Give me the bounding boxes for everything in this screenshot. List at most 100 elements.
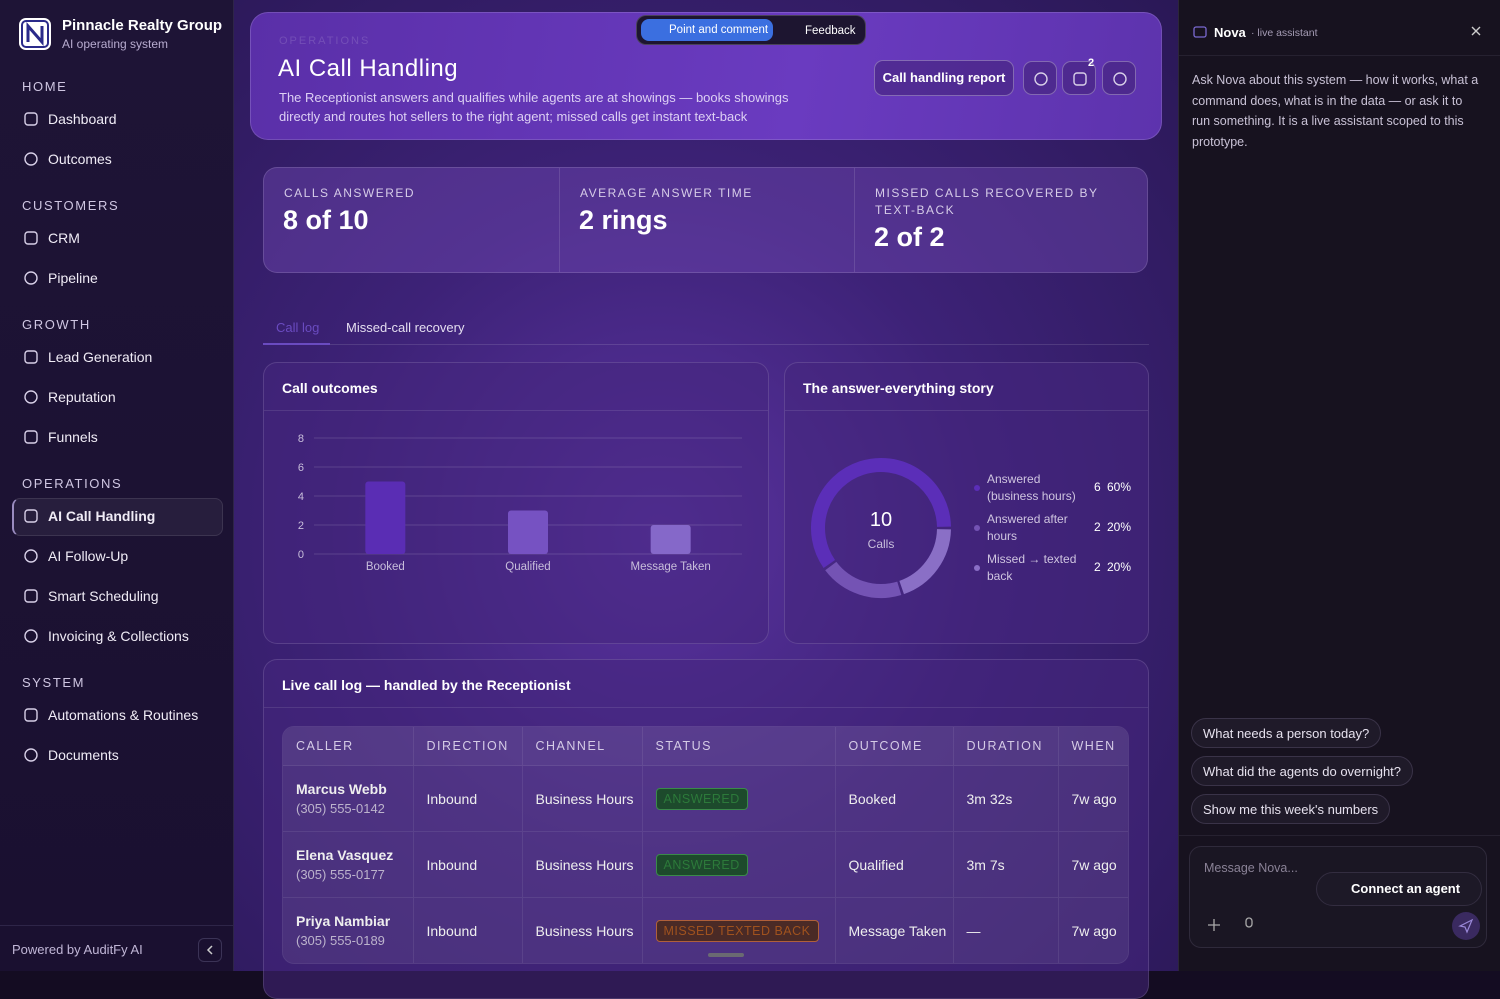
suggestion-chip[interactable]: What did the agents do overnight? [1191, 756, 1414, 786]
nav-item[interactable]: AI Call Handling [48, 508, 156, 524]
chevron [206, 945, 213, 955]
sidebar: Pinnacle Realty Group AI operating system… [0, 0, 234, 971]
notifications-button[interactable] [1062, 61, 1096, 95]
table-cell: Business Hours [521, 831, 642, 898]
add-button[interactable] [1208, 919, 1220, 931]
status-badge: ANSWERED [655, 787, 748, 810]
nav-active-bg [12, 498, 223, 536]
x-tick-label: Message Taken [630, 561, 710, 573]
nav-item[interactable]: Reputation [48, 389, 116, 405]
assistant-subtitle: · live assistant [1251, 27, 1318, 39]
nav-item[interactable]: Documents [48, 747, 119, 763]
kpi-card: AVERAGE ANSWER TIME 2 rings [559, 168, 854, 272]
suggestion-chip[interactable]: What needs a person today? [1191, 718, 1382, 748]
tabs-divider [263, 344, 1149, 345]
header-card: OPERATIONS AI Call Handling The Receptioni… [250, 12, 1162, 140]
nav-item[interactable]: Funnels [48, 429, 98, 445]
icon [24, 350, 38, 364]
logo [19, 18, 51, 50]
table-wrap: CALLER DIRECTION CHANNEL STATUS OUTCOME DURAT… [282, 726, 1129, 964]
caller-phone: (305) 555-0189 [296, 933, 385, 948]
icon [24, 390, 38, 404]
legend-swatch [974, 565, 980, 571]
report-button[interactable]: Call handling report [874, 60, 1014, 96]
nav-item[interactable]: Lead Generation [48, 349, 153, 365]
collapse-button[interactable] [198, 938, 222, 962]
nav-item[interactable]: CRM [48, 230, 80, 246]
theme-button[interactable] [1023, 61, 1057, 95]
icon [1458, 918, 1474, 934]
nav-item[interactable]: Pipeline [48, 270, 98, 286]
icon [1113, 72, 1127, 86]
panel-divider [1179, 835, 1500, 836]
donut-total: 10 [870, 509, 892, 531]
kpi-value: 2 of 2 [874, 222, 945, 252]
table-cell: Business Hours [521, 897, 642, 963]
column-header: DIRECTION [412, 727, 522, 766]
nav-item[interactable]: Automations & Routines [48, 707, 199, 723]
settings-button[interactable] [1102, 61, 1136, 95]
legend-count: 6 [1094, 480, 1101, 494]
bar [650, 525, 691, 554]
card-divider [785, 410, 1148, 411]
table-head: CALLER DIRECTION CHANNEL STATUS OUTCOME DURAT… [283, 727, 1128, 766]
call-row[interactable]: Priya Nambiar (305) 555-0189 Inbound Busine… [283, 897, 1128, 963]
column-header: CHANNEL [521, 727, 642, 766]
table-cell: Inbound [412, 831, 522, 898]
annotation-toolbar: Point and comment Feedback [636, 15, 866, 45]
call-row[interactable]: Elena Vasquez (305) 555-0177 Inbound Busine… [283, 831, 1128, 898]
notification-badge: 2 [1088, 57, 1095, 69]
scroll-handle [708, 953, 744, 957]
icon [1034, 72, 1048, 86]
legend-count: 2 [1094, 560, 1101, 574]
nav-section-label: SYSTEM [22, 675, 86, 690]
icon [24, 112, 38, 126]
table-body: Marcus Webb (305) 555-0142 Inbound Business… [283, 765, 1128, 963]
table-cell: MISSED TEXTED BACK [641, 897, 835, 963]
legend-count: 2 [1094, 520, 1101, 534]
call-table: CALLER DIRECTION CHANNEL STATUS OUTCOME DURAT… [283, 727, 1128, 963]
nav-section-label: GROWTH [22, 317, 91, 332]
mic-button[interactable] [1244, 917, 1254, 932]
nav-item[interactable]: Outcomes [48, 151, 112, 167]
active-tab-underline [263, 343, 330, 345]
card-divider [264, 410, 768, 411]
legend-percent: 20% [1106, 520, 1131, 534]
connect-agent-chip[interactable]: Connect an agent [1316, 872, 1482, 906]
legend-label: Missed → texted back [987, 552, 1077, 583]
x-tick-label: Booked [366, 561, 405, 573]
close-x [1471, 26, 1481, 36]
assistant-panel: Nova · live assistant Ask Nova about this … [1178, 0, 1500, 971]
bar-chart: 0 2 4 6 8 Booked Qualified Message Taken [298, 433, 742, 573]
nav-item[interactable]: Smart Scheduling [48, 588, 159, 604]
page-title: AI Call Handling [278, 55, 459, 82]
call-log-card: Live call log — handled by the Reception… [263, 659, 1149, 999]
icon [1073, 72, 1087, 86]
point-and-comment-button[interactable]: Point and comment [641, 19, 773, 41]
feedback-button[interactable]: Feedback [805, 25, 856, 37]
suggestion-chip[interactable]: Show me this week's numbers [1191, 794, 1391, 824]
tab[interactable]: Call log [276, 320, 320, 335]
icon-shape [1113, 72, 1127, 86]
icon-shape [24, 271, 38, 285]
eyebrow: OPERATIONS [279, 35, 371, 47]
icon [206, 945, 213, 955]
close-button[interactable] [1469, 24, 1483, 38]
nav-item[interactable]: Dashboard [48, 111, 117, 127]
kpi-label: AVERAGE ANSWER TIME [580, 186, 753, 200]
message-input[interactable]: Message Nova... Connect an agent [1189, 846, 1487, 948]
icon-shape [24, 629, 38, 643]
caller-name: Priya Nambiar [296, 913, 391, 929]
kpi-label: MISSED CALLS RECOVERED BY TEXT-BACK [875, 186, 1099, 217]
send-button[interactable] [1452, 912, 1480, 940]
card-title: Live call log — handled by the Reception… [282, 677, 571, 693]
call-row[interactable]: Marcus Webb (305) 555-0142 Inbound Business… [283, 765, 1128, 832]
nav-item[interactable]: AI Follow-Up [48, 548, 129, 564]
status-badge: MISSED TEXTED BACK [655, 919, 819, 942]
tab[interactable]: Missed-call recovery [346, 320, 465, 335]
nav-item[interactable]: Invoicing & Collections [48, 628, 189, 644]
legend-swatch [974, 485, 980, 491]
table-cell: Inbound [412, 897, 522, 963]
icon-shape [24, 509, 38, 523]
card-divider [264, 707, 1148, 708]
